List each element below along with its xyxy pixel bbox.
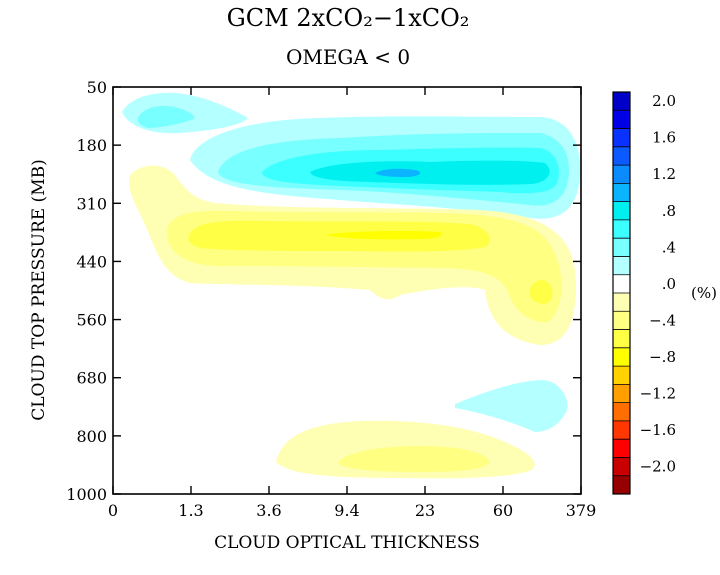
y-axis-ticks: 50 180 310 440 560 680 800 1000 xyxy=(66,78,581,504)
colorbar-tick-label: −1.6 xyxy=(640,421,676,439)
y-tick-label: 50 xyxy=(87,78,107,97)
colorbar-swatch xyxy=(613,402,630,422)
y-tick-label: 310 xyxy=(76,194,107,213)
contour-right-lobe-l1 xyxy=(529,279,553,305)
chart-subtitle: OMEGA < 0 xyxy=(286,45,410,69)
x-axis-label: CLOUD OPTICAL THICKNESS xyxy=(214,533,480,553)
colorbar-swatch xyxy=(613,110,630,129)
colorbar-swatch xyxy=(613,420,630,440)
chart-title: GCM 2xCO₂−1xCO₂ xyxy=(227,4,470,32)
colorbar: 2.0 1.6 1.2 .8 .4 .0 −.4 −.8 −1.2 −1.6 −2.0 xyxy=(612,91,676,495)
x-tick-label: 9.4 xyxy=(334,501,359,520)
x-tick-label: 1.3 xyxy=(178,501,203,520)
colorbar-swatch xyxy=(613,256,630,276)
colorbar-tick-label: 1.6 xyxy=(652,129,676,147)
y-tick-label: 800 xyxy=(76,427,107,446)
y-tick-label: 180 xyxy=(76,136,107,155)
colorbar-swatch xyxy=(613,201,630,221)
contour-upper-band-l5 xyxy=(375,168,421,177)
colorbar-swatch xyxy=(613,293,630,312)
colorbar-swatch xyxy=(613,274,630,294)
y-tick-label: 560 xyxy=(76,311,107,330)
colorbar-swatch xyxy=(613,457,630,477)
contour-upper-left-l2 xyxy=(137,106,195,128)
colorbar-tick-label: .8 xyxy=(662,202,676,220)
x-axis-ticks: 0 1.3 3.6 9.4 23 60 379 xyxy=(108,87,596,520)
colorbar-swatch xyxy=(613,384,630,403)
colorbar-swatch xyxy=(613,238,630,257)
colorbar-swatch xyxy=(613,311,630,330)
colorbar-swatch xyxy=(613,146,630,166)
y-tick-label: 440 xyxy=(76,252,107,271)
x-tick-label: 0 xyxy=(108,501,118,520)
contour-regions xyxy=(122,92,581,479)
y-tick-label: 1000 xyxy=(66,485,107,504)
y-axis-label: CLOUD TOP PRESSURE (MB) xyxy=(29,159,49,420)
x-tick-label: 379 xyxy=(566,501,597,520)
x-tick-label: 23 xyxy=(415,501,435,520)
colorbar-swatch xyxy=(613,183,630,202)
x-tick-label: 3.6 xyxy=(256,501,281,520)
colorbar-swatch xyxy=(613,439,630,458)
colorbar-tick-label: .4 xyxy=(662,238,676,256)
colorbar-swatch xyxy=(613,329,630,349)
contour-lower-right-l1 xyxy=(455,379,568,432)
colorbar-tick-label: .0 xyxy=(662,275,676,293)
colorbar-unit: (%) xyxy=(691,284,717,302)
y-tick-label: 680 xyxy=(76,369,107,388)
colorbar-tick-label: −1.2 xyxy=(640,385,676,403)
colorbar-tick-label: −.4 xyxy=(649,311,676,329)
colorbar-swatch xyxy=(613,219,630,239)
colorbar-frame xyxy=(612,91,631,495)
colorbar-swatch xyxy=(613,165,630,184)
colorbar-swatch xyxy=(613,128,630,148)
x-tick-label: 60 xyxy=(493,501,513,520)
colorbar-tick-label: 1.2 xyxy=(652,165,676,183)
contour-mid-band-l4 xyxy=(325,231,442,240)
colorbar-swatch xyxy=(613,366,630,385)
colorbar-tick-label: 2.0 xyxy=(652,92,676,110)
colorbar-tick-label: −.8 xyxy=(649,348,676,366)
colorbar-swatch xyxy=(613,347,630,367)
colorbar-swatch xyxy=(613,92,630,111)
colorbar-swatch xyxy=(613,475,630,495)
colorbar-tick-label: −2.0 xyxy=(640,458,676,476)
contour-lower-l2 xyxy=(338,446,490,472)
contour-upper-band-l4 xyxy=(310,160,550,185)
